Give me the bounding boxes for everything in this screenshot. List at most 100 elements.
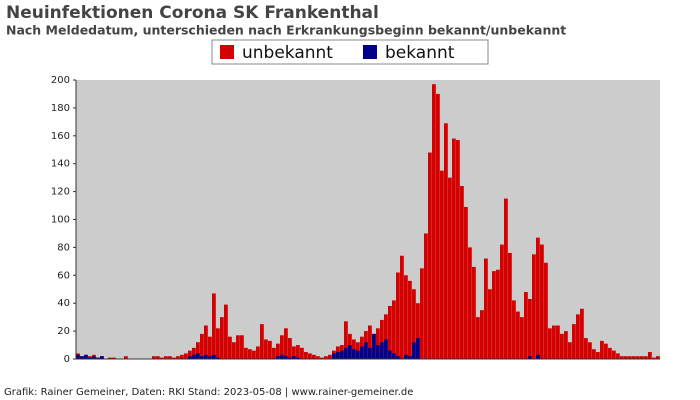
bar [380, 319, 384, 359]
chart-title: Neuinfektionen Corona SK Frankenthal [6, 3, 379, 23]
y-tick-label: 180 [51, 103, 70, 114]
bar [652, 357, 656, 359]
bar [488, 289, 492, 359]
bar [256, 346, 260, 359]
bar [656, 356, 660, 359]
bar [460, 186, 464, 359]
bar [412, 289, 416, 359]
bar [252, 350, 256, 359]
bar [316, 356, 320, 359]
bar [624, 356, 628, 359]
bar [636, 356, 640, 359]
bar [320, 357, 324, 359]
bar [372, 333, 376, 359]
bar [408, 356, 412, 359]
bar [84, 354, 88, 359]
bar [340, 350, 344, 359]
bar [192, 347, 196, 359]
bar [580, 308, 584, 359]
bar [100, 356, 104, 359]
bar [464, 206, 468, 359]
bar [224, 304, 228, 359]
bar [280, 354, 284, 359]
bar [304, 352, 308, 359]
bar [648, 352, 652, 359]
bar [368, 325, 372, 359]
bar [388, 305, 392, 359]
bar [228, 336, 232, 359]
bar [628, 356, 632, 359]
bar [156, 356, 160, 359]
bar [584, 338, 588, 359]
footer: Grafik: Rainer Gemeiner, Daten: RKI Stan… [4, 387, 413, 398]
plot-area [76, 80, 660, 359]
bar [192, 354, 196, 359]
bar [248, 349, 252, 359]
bar [416, 303, 420, 359]
y-tick-label: 40 [57, 298, 70, 309]
bar [172, 357, 176, 359]
bar [108, 357, 112, 359]
bar [532, 254, 536, 359]
bar [548, 328, 552, 359]
bar [404, 275, 408, 359]
y-tick-label: 140 [51, 159, 70, 170]
bar [312, 354, 316, 359]
bar [336, 352, 340, 359]
bar [420, 268, 424, 359]
bar [592, 349, 596, 359]
bar [124, 356, 128, 359]
y-tick-label: 60 [57, 270, 70, 281]
bar [404, 354, 408, 359]
bar [88, 356, 92, 359]
bar [196, 342, 200, 359]
bar [184, 353, 188, 359]
bar [528, 356, 532, 359]
bar [268, 340, 272, 359]
bar [344, 347, 348, 359]
bar [292, 356, 296, 359]
bar [368, 347, 372, 359]
bar [496, 269, 500, 359]
bar [364, 342, 368, 359]
bar [188, 356, 192, 359]
bar [308, 353, 312, 359]
bar [344, 321, 348, 359]
bar [396, 272, 400, 359]
bar [448, 177, 452, 359]
bar [284, 328, 288, 359]
bar [300, 347, 304, 359]
bar [88, 357, 92, 359]
bar [540, 244, 544, 359]
bar [388, 350, 392, 359]
bar [376, 345, 380, 359]
bar [508, 252, 512, 359]
bar [588, 342, 592, 359]
bar [528, 299, 532, 359]
bar [176, 356, 180, 359]
bar [204, 325, 208, 359]
bar [644, 356, 648, 359]
bar [512, 300, 516, 359]
bar [152, 356, 156, 359]
bar [452, 138, 456, 359]
bar [284, 356, 288, 359]
bar [216, 328, 220, 359]
bar [392, 353, 396, 359]
bar [208, 356, 212, 359]
bar [276, 356, 280, 359]
bar [480, 310, 484, 359]
bar [620, 356, 624, 359]
bar [200, 333, 204, 359]
bar [576, 314, 580, 359]
y-tick-label: 120 [51, 187, 70, 198]
legend-swatch [362, 45, 377, 59]
bar [112, 357, 116, 359]
bar [440, 170, 444, 359]
bar [492, 271, 496, 359]
bar [332, 353, 336, 359]
y-tick-label: 160 [51, 131, 70, 142]
bar [436, 93, 440, 359]
bar [288, 338, 292, 359]
bar [280, 335, 284, 359]
